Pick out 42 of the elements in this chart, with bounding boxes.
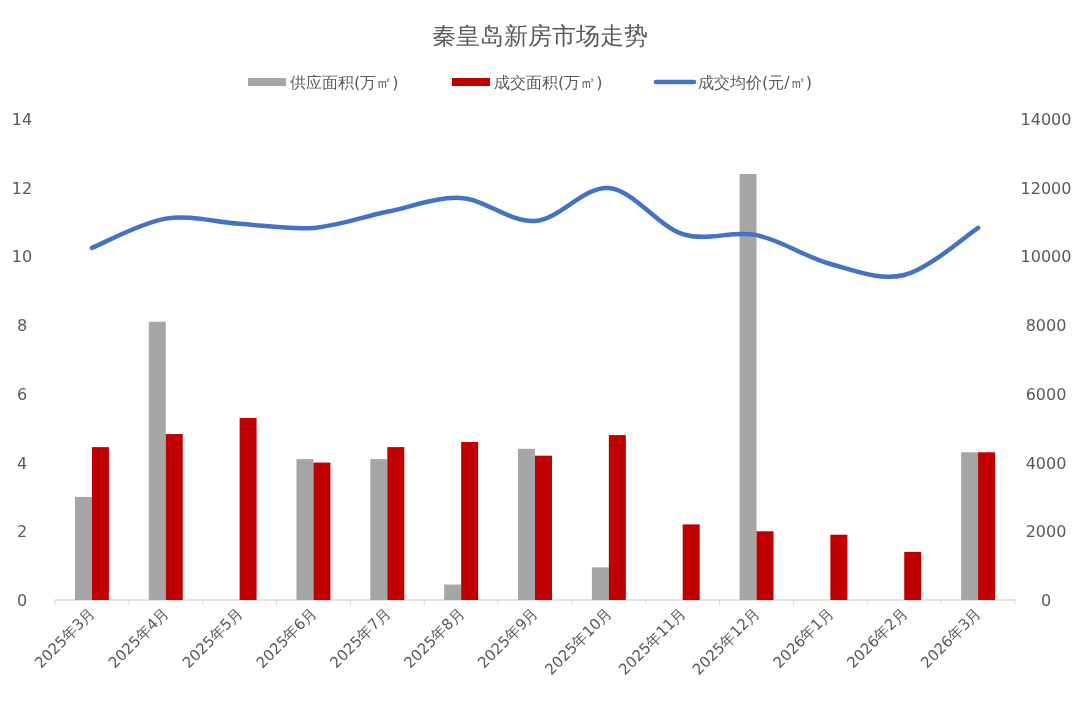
bar <box>739 173 757 600</box>
y-tick-label: 14 <box>11 110 33 129</box>
y2-tick-label: 8000 <box>1025 316 1067 336</box>
y-tick-label: 8 <box>16 316 28 336</box>
bar <box>165 434 183 600</box>
bar <box>387 447 405 600</box>
chart-title: 秦皇岛新房市场走势 <box>432 22 648 50</box>
y2-tick-label: 2000 <box>1025 522 1067 542</box>
y-tick-label: 6 <box>16 384 28 404</box>
bar <box>608 435 626 600</box>
bar <box>904 551 922 600</box>
bar <box>296 459 314 600</box>
bar <box>961 452 979 600</box>
y2-tick-label: 14000 <box>1020 110 1072 129</box>
bar <box>756 531 774 600</box>
bar <box>461 441 479 600</box>
bar <box>370 459 388 600</box>
bar <box>591 567 609 600</box>
bar <box>978 452 996 600</box>
y2-tick-label: 6000 <box>1025 384 1067 404</box>
bar <box>830 534 848 600</box>
bar <box>682 524 700 600</box>
y2-tick-label: 10000 <box>1020 247 1072 267</box>
y-tick-label: 0 <box>16 591 28 610</box>
bar <box>74 496 92 600</box>
y-tick-label: 10 <box>11 247 33 267</box>
y-tick-label: 2 <box>16 522 28 542</box>
legend-label: 成交均价(元/㎡) <box>698 73 812 92</box>
bar <box>518 448 535 600</box>
y2-tick-label: 4000 <box>1025 453 1067 473</box>
y2-tick-label: 0 <box>1040 591 1052 610</box>
bar <box>239 417 257 600</box>
y2-tick-label: 12000 <box>1020 178 1072 198</box>
bar <box>148 321 166 600</box>
bar <box>535 455 552 600</box>
bar <box>444 584 462 600</box>
bar <box>313 462 331 600</box>
legend-label: 供应面积(万㎡) <box>290 73 399 92</box>
y-tick-label: 12 <box>11 178 33 198</box>
legend-label: 成交面积(万㎡) <box>494 73 603 92</box>
y-tick-label: 4 <box>16 453 28 473</box>
bar <box>91 447 109 600</box>
